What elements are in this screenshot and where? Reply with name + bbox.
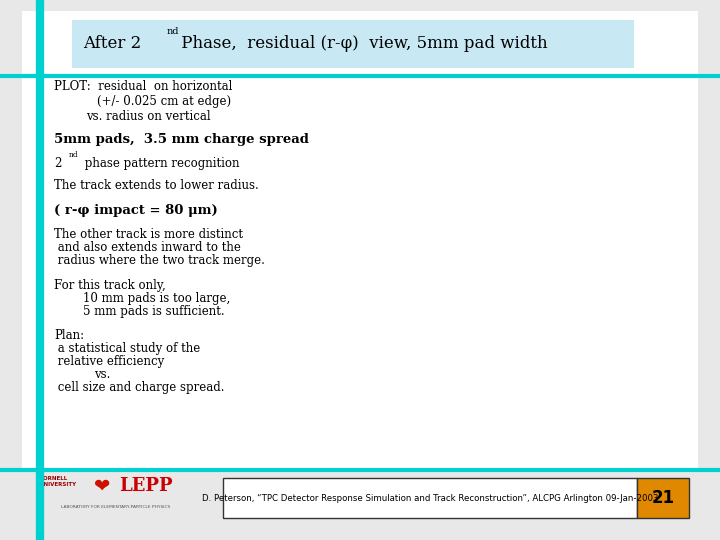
Text: LEPP: LEPP xyxy=(119,477,172,495)
Text: a statistical study of the: a statistical study of the xyxy=(54,342,200,355)
Text: vs.: vs. xyxy=(94,368,110,381)
Text: vs. radius on vertical: vs. radius on vertical xyxy=(86,110,211,123)
Text: After 2: After 2 xyxy=(83,35,141,52)
Text: ❤: ❤ xyxy=(94,476,110,496)
Text: ( r-φ impact = 80 μm): ( r-φ impact = 80 μm) xyxy=(54,204,217,217)
Text: nd: nd xyxy=(167,28,179,36)
Text: (+/- 0.025 cm at edge): (+/- 0.025 cm at edge) xyxy=(97,95,231,108)
Text: D. Peterson, “TPC Detector Response Simulation and Track Reconstruction”, ALCPG : D. Peterson, “TPC Detector Response Simu… xyxy=(202,494,658,503)
Text: Plan:: Plan: xyxy=(54,329,84,342)
Text: 21: 21 xyxy=(652,489,675,508)
Text: The track extends to lower radius.: The track extends to lower radius. xyxy=(54,179,258,192)
Text: For this track only,: For this track only, xyxy=(54,279,166,292)
FancyBboxPatch shape xyxy=(22,471,698,529)
Text: 5 mm pads is sufficient.: 5 mm pads is sufficient. xyxy=(83,305,225,318)
Text: 10 mm pads is too large,: 10 mm pads is too large, xyxy=(83,292,230,305)
Text: PLOT:  residual  on horizontal: PLOT: residual on horizontal xyxy=(54,80,233,93)
FancyBboxPatch shape xyxy=(637,478,689,518)
Text: The other track is more distinct: The other track is more distinct xyxy=(54,228,243,241)
Text: CORNELL
UNIVERSITY: CORNELL UNIVERSITY xyxy=(40,476,77,487)
Text: 5mm pads,  3.5 mm charge spread: 5mm pads, 3.5 mm charge spread xyxy=(54,133,309,146)
Text: LABORATORY FOR ELEMENTARY-PARTICLE PHYSICS: LABORATORY FOR ELEMENTARY-PARTICLE PHYSI… xyxy=(61,504,171,509)
Text: Phase,  residual (r-φ)  view, 5mm pad width: Phase, residual (r-φ) view, 5mm pad widt… xyxy=(176,35,548,52)
Text: cell size and charge spread.: cell size and charge spread. xyxy=(54,381,225,394)
Text: relative efficiency: relative efficiency xyxy=(54,355,164,368)
FancyBboxPatch shape xyxy=(22,11,698,529)
Text: nd: nd xyxy=(69,151,79,159)
Text: 2: 2 xyxy=(54,157,61,170)
Text: and also extends inward to the: and also extends inward to the xyxy=(54,241,241,254)
Text: phase pattern recognition: phase pattern recognition xyxy=(81,157,240,170)
Text: radius where the two track merge.: radius where the two track merge. xyxy=(54,254,265,267)
FancyBboxPatch shape xyxy=(72,20,634,68)
FancyBboxPatch shape xyxy=(223,478,637,518)
